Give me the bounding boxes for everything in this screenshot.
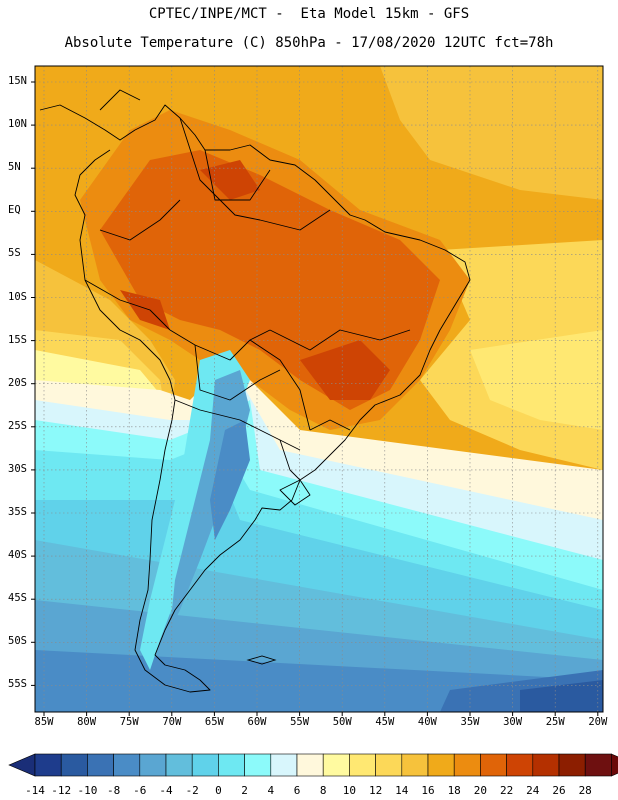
map-title-line1: CPTEC/INPE/MCT - Eta Model 15km - GFS [148,6,470,22]
colorbar [8,753,618,777]
coastlines [39,89,471,693]
colorbar-swatch [270,753,298,777]
colorbar-label: 16 [421,784,435,797]
colorbar-label: 24 [526,784,540,797]
colorbar-swatch [139,753,167,777]
colorbar-label: -8 [106,784,121,797]
graticule [35,66,603,712]
colorbar-swatch [558,753,586,777]
lat-label: 10S [8,290,27,303]
lat-label: 35S [8,506,27,518]
lat-label: 25S [8,419,27,432]
lon-label: 45W [375,716,395,728]
lat-label: 10N [8,118,27,131]
colorbar-label: 18 [447,784,461,797]
lat-label: 30S [8,462,27,475]
colorbar-swatch [60,753,88,777]
colorbar-swatch [165,753,193,777]
lon-label: 80W [77,716,97,728]
map-frame [34,65,604,713]
colorbar-low-arrow [8,753,36,777]
colorbar-swatch [453,753,481,777]
colorbar-swatch [191,753,219,777]
colorbar-label: 10 [342,784,357,797]
colorbar-label: 12 [368,784,383,797]
lat-label: EQ [8,204,21,217]
colorbar-swatch [427,753,455,777]
colorbar-swatch [349,753,376,777]
lat-label: 40S [8,549,27,562]
colorbar-label: 28 [578,784,592,797]
colorbar-swatch [480,753,507,777]
colorbar-label: -10 [77,784,98,797]
colorbar-swatch [218,753,245,777]
colorbar-swatch [506,753,534,777]
lat-label: 45S [8,592,27,605]
colorbar-swatch [322,753,350,777]
colorbar-swatch [87,753,114,777]
lon-label: 25W [545,716,565,728]
colorbar-swatch [584,753,612,777]
colorbar-swatch [401,753,429,777]
colorbar-swatch [34,753,62,777]
colorbar-label: -14 [25,784,45,797]
lon-label: 60W [247,716,267,728]
lat-label: 20S [8,376,27,389]
lon-label: 35W [460,716,480,728]
colorbar-label: 26 [552,784,566,797]
colorbar-label: 8 [319,784,327,797]
lat-label: 15S [8,333,27,346]
colorbar-label: -2 [185,784,199,797]
lon-label: 20W [588,716,608,728]
colorbar-swatch [375,753,403,777]
lon-label: 65W [204,716,224,728]
lat-label: 50S [8,635,27,648]
lon-label: 30W [503,716,523,728]
colorbar-high-arrow [611,753,618,777]
colorbar-label: 22 [499,784,514,797]
lon-label: 50W [332,716,352,728]
lon-label: 70W [162,716,182,728]
colorbar-label: 20 [473,784,488,797]
colorbar-swatch [244,753,272,777]
lon-label: 40W [417,716,437,728]
colorbar-label: 0 [215,784,222,797]
colorbar-swatch [113,753,141,777]
lat-label: 5N [8,161,21,174]
lon-label: 75W [119,716,139,728]
lat-label: 15N [8,75,27,87]
colorbar-label: -12 [51,784,72,797]
colorbar-label: -6 [133,784,147,797]
colorbar-label: 2 [241,784,248,797]
colorbar-label: 4 [267,784,275,797]
colorbar-label: 6 [293,784,301,797]
colorbar-swatch [532,753,560,777]
colorbar-swatch [296,753,324,777]
lon-label: 55W [290,716,310,728]
temperature-field [35,66,603,712]
colorbar-label: 14 [395,784,409,797]
colorbar-label: -4 [159,784,173,797]
lat-label: 55S [8,678,27,691]
lon-label: 85W [34,716,54,728]
map-title-line2: Absolute Temperature (C) 850hPa - 17/08/… [64,35,554,51]
lat-label: 5S [8,247,21,260]
